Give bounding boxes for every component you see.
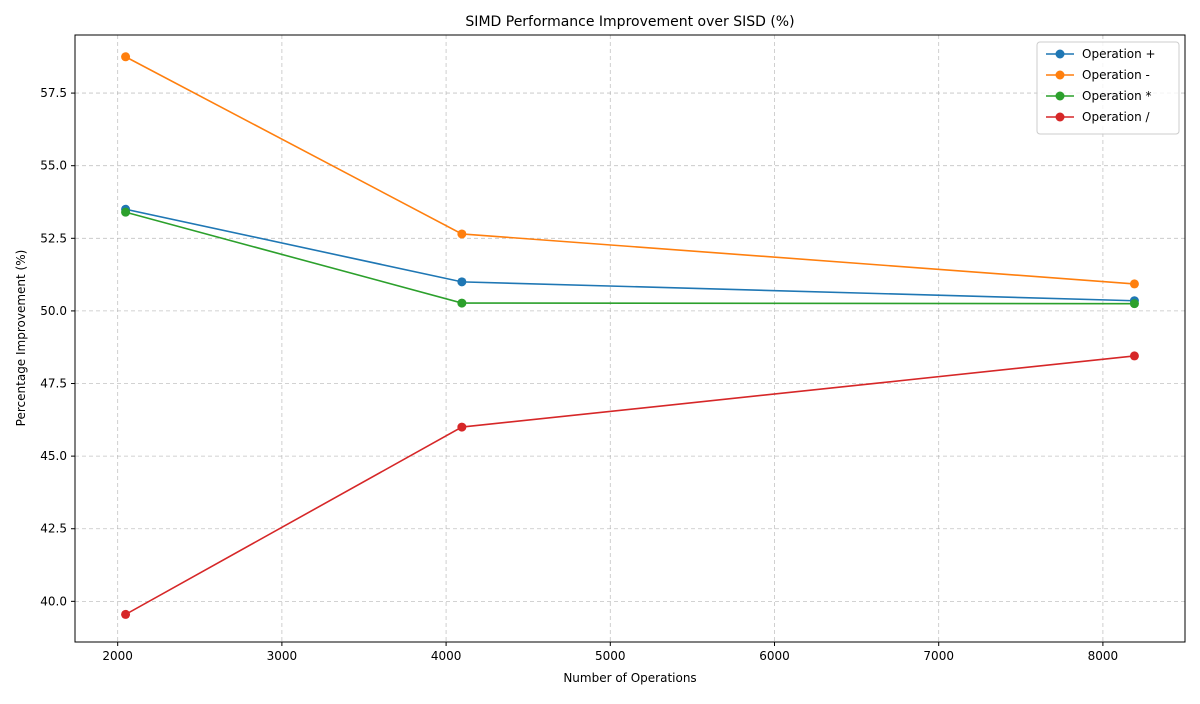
x-tick-label: 3000 bbox=[267, 649, 298, 663]
grid-layer bbox=[75, 35, 1185, 642]
series-line bbox=[125, 56, 1135, 285]
series-line bbox=[125, 208, 1135, 302]
legend-swatch-marker bbox=[1055, 112, 1065, 122]
x-tick-label: 4000 bbox=[431, 649, 462, 663]
series-4 bbox=[121, 351, 1139, 619]
legend-item: Operation + bbox=[1046, 47, 1156, 61]
series-1 bbox=[121, 204, 1139, 306]
x-tick-label: 7000 bbox=[923, 649, 954, 663]
legend-item: Operation / bbox=[1046, 110, 1151, 124]
legend-swatch-marker bbox=[1055, 91, 1065, 101]
data-point bbox=[121, 52, 131, 62]
data-point bbox=[1129, 279, 1139, 289]
data-point bbox=[457, 298, 467, 308]
y-tick-label: 55.0 bbox=[40, 159, 67, 173]
legend: Operation + Operation - Operation * Operati… bbox=[1036, 41, 1180, 135]
legend-label: Operation - bbox=[1082, 68, 1150, 82]
x-tick-label: 5000 bbox=[595, 649, 626, 663]
y-tick-label: 52.5 bbox=[40, 231, 67, 245]
legend-frame bbox=[1036, 41, 1180, 135]
legend-swatch-marker bbox=[1055, 49, 1065, 59]
series-3 bbox=[121, 207, 1139, 309]
x-tick-label: 6000 bbox=[759, 649, 790, 663]
y-tick-label: 57.5 bbox=[40, 86, 67, 100]
y-tick-label: 50.0 bbox=[40, 304, 67, 318]
tick-layer: 2000 3000 4000 5000 6000 7000 8000 40.0 42.5 45.0… bbox=[40, 86, 1118, 663]
legend-swatch-marker bbox=[1055, 70, 1065, 80]
plot-frame bbox=[74, 34, 1186, 643]
series-line bbox=[125, 211, 1135, 305]
data-point bbox=[121, 609, 131, 619]
legend-label: Operation / bbox=[1082, 110, 1151, 124]
series-layer bbox=[121, 52, 1139, 619]
data-point bbox=[1129, 299, 1139, 309]
legend-label: Operation + bbox=[1082, 47, 1156, 61]
data-point bbox=[1129, 351, 1139, 361]
y-tick-label: 42.5 bbox=[40, 522, 67, 536]
x-tick-label: 8000 bbox=[1088, 649, 1119, 663]
y-tick-label: 40.0 bbox=[40, 594, 67, 608]
chart-title: SIMD Performance Improvement over SISD (… bbox=[465, 14, 794, 30]
x-axis-label: Number of Operations bbox=[563, 671, 696, 685]
legend-label: Operation * bbox=[1082, 89, 1152, 103]
series-line bbox=[125, 355, 1135, 616]
legend-item: Operation * bbox=[1046, 89, 1152, 103]
y-tick-label: 47.5 bbox=[40, 377, 67, 391]
data-point bbox=[457, 277, 467, 287]
y-axis-label: Percentage Improvement (%) bbox=[14, 250, 28, 427]
data-point bbox=[121, 207, 131, 217]
data-point bbox=[457, 422, 467, 432]
y-tick-label: 45.0 bbox=[40, 449, 67, 463]
series-2 bbox=[121, 52, 1139, 289]
legend-item: Operation - bbox=[1046, 68, 1150, 82]
data-point bbox=[457, 229, 467, 239]
x-tick-label: 2000 bbox=[102, 649, 133, 663]
